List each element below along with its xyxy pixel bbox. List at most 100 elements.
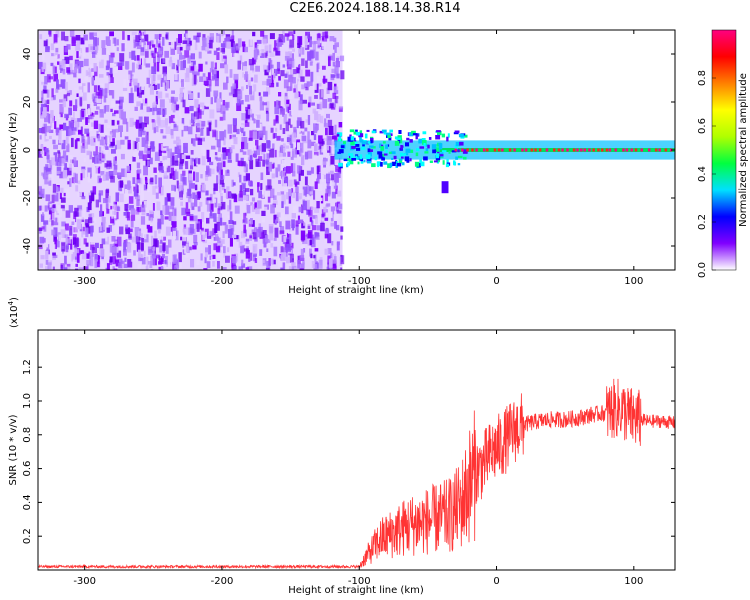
noise-cell — [334, 96, 339, 104]
noise-cell — [262, 159, 266, 167]
noise-cell — [326, 203, 331, 207]
noise-cell — [241, 86, 244, 91]
noise-cell — [41, 81, 46, 86]
noise-cell — [91, 68, 95, 72]
noise-cell — [99, 74, 104, 78]
noise-cell — [222, 111, 226, 121]
noise-cell — [197, 138, 203, 145]
noise-cell — [170, 96, 175, 103]
signal-peak-cell — [664, 148, 668, 152]
noise-cell — [111, 148, 116, 154]
noise-cell — [288, 179, 293, 187]
signal-cell — [454, 144, 458, 150]
noise-cell — [170, 128, 174, 136]
noise-cell — [155, 212, 159, 216]
noise-cell — [330, 174, 335, 181]
noise-cell — [239, 174, 242, 183]
noise-cell — [232, 137, 238, 145]
noise-cell — [281, 194, 286, 205]
noise-cell — [45, 104, 49, 112]
noise-cell — [166, 193, 171, 202]
noise-cell — [270, 164, 275, 169]
noise-cell — [282, 147, 285, 154]
x-tick-label: 0 — [493, 276, 499, 287]
noise-cell — [160, 36, 164, 47]
noise-cell — [48, 113, 51, 124]
noise-cell — [173, 140, 177, 144]
noise-cell — [119, 109, 124, 119]
noise-cell — [300, 263, 305, 270]
noise-cell — [309, 50, 314, 59]
signal-cell — [353, 131, 358, 135]
noise-cell — [154, 185, 158, 189]
noise-cell — [73, 105, 78, 112]
noise-cell — [231, 145, 235, 150]
noise-cell — [262, 81, 267, 86]
noise-cell — [183, 131, 189, 138]
noise-cell — [38, 205, 41, 211]
signal-cell — [436, 144, 440, 147]
noise-cell — [331, 182, 336, 186]
noise-cell — [240, 126, 244, 132]
noise-cell — [66, 44, 71, 50]
noise-cell — [145, 139, 149, 148]
noise-cell — [340, 235, 343, 240]
noise-cell — [328, 56, 331, 67]
noise-cell — [205, 61, 208, 65]
noise-cell — [273, 119, 276, 126]
noise-cell — [317, 225, 322, 231]
noise-cell — [243, 196, 249, 201]
noise-cell — [164, 216, 169, 220]
noise-cell — [320, 197, 323, 202]
signal-peak-cell — [658, 148, 661, 152]
noise-cell — [217, 208, 221, 214]
noise-cell — [118, 105, 123, 110]
noise-cell — [286, 113, 290, 121]
noise-cell — [333, 102, 336, 108]
noise-cell — [59, 192, 62, 200]
noise-cell — [249, 113, 254, 121]
signal-cell — [447, 133, 450, 138]
noise-cell — [81, 168, 85, 179]
noise-cell — [222, 161, 226, 168]
noise-cell — [327, 136, 332, 141]
noise-cell — [52, 266, 55, 270]
noise-cell — [291, 219, 295, 229]
noise-cell — [111, 119, 115, 126]
noise-cell — [340, 55, 345, 62]
noise-cell — [249, 130, 254, 140]
noise-cell — [230, 138, 234, 146]
noise-cell — [57, 215, 61, 223]
spectrogram-x-label: Height of straight line (km) — [288, 285, 424, 296]
noise-cell — [289, 253, 294, 263]
noise-cell — [92, 52, 96, 58]
noise-cell — [317, 268, 322, 270]
noise-cell — [206, 127, 210, 136]
noise-cell — [45, 240, 48, 248]
y-tick-label: 0.4 — [22, 494, 33, 510]
noise-cell — [231, 179, 234, 187]
noise-cell — [139, 32, 144, 41]
noise-cell — [156, 201, 161, 211]
noise-cell — [136, 101, 141, 107]
noise-cell — [115, 128, 119, 133]
noise-cell — [201, 227, 204, 233]
noise-cell — [254, 202, 257, 210]
noise-cell — [119, 96, 124, 103]
noise-cell — [114, 156, 117, 161]
signal-cell — [400, 152, 404, 158]
noise-cell — [81, 217, 85, 222]
x-tick-label: 100 — [624, 576, 643, 587]
noise-cell — [241, 263, 246, 268]
noise-cell — [68, 128, 72, 137]
noise-cell — [190, 259, 195, 268]
noise-cell — [173, 121, 177, 126]
noise-cell — [300, 120, 305, 129]
noise-cell — [172, 254, 176, 265]
noise-cell — [71, 36, 76, 46]
noise-cell — [292, 34, 295, 40]
noise-cell — [158, 258, 164, 264]
noise-cell — [283, 143, 286, 151]
noise-cell — [57, 204, 61, 214]
